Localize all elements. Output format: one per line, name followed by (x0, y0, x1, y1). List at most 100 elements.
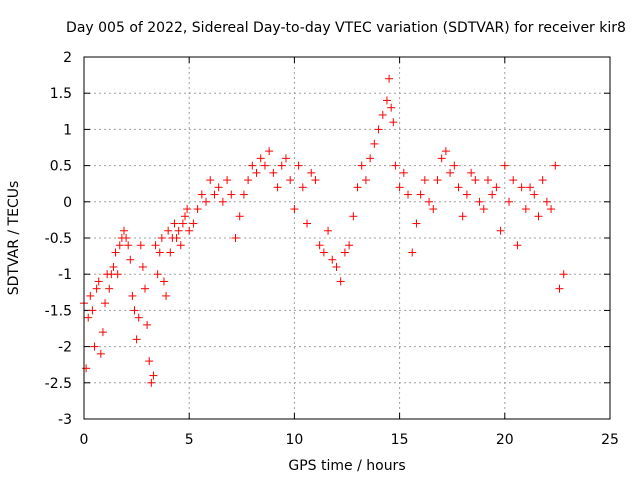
data-point (559, 270, 568, 279)
data-point (332, 262, 341, 271)
x-tick-label: 25 (601, 432, 619, 448)
data-point (239, 190, 248, 199)
x-axis-label: GPS time / hours (288, 458, 405, 474)
data-point (542, 197, 551, 206)
data-point (298, 183, 307, 192)
data-point (391, 161, 400, 170)
data-point (336, 277, 345, 286)
data-point (90, 342, 99, 351)
data-point (244, 176, 253, 185)
data-point (450, 161, 459, 170)
data-point (509, 176, 518, 185)
data-point (530, 190, 539, 199)
data-point (223, 176, 232, 185)
y-axis-label: SDTVAR / TECUs (6, 181, 22, 296)
data-point (281, 154, 290, 163)
data-point (425, 197, 434, 206)
data-point (420, 176, 429, 185)
data-point (315, 241, 324, 250)
data-point (555, 284, 564, 293)
data-point (340, 248, 349, 257)
data-point (303, 219, 312, 228)
data-point (94, 277, 103, 286)
data-point (109, 262, 118, 271)
data-point (256, 154, 265, 163)
y-tick-label: -3 (58, 412, 72, 428)
data-point (479, 205, 488, 214)
data-point (172, 234, 181, 242)
data-point (551, 161, 560, 170)
data-point (214, 183, 223, 192)
data-point (210, 190, 219, 199)
data-point (408, 248, 417, 257)
data-points (80, 74, 568, 387)
data-point (521, 205, 530, 214)
data-point (260, 161, 269, 170)
data-point (119, 226, 128, 235)
x-tick-label: 0 (80, 432, 89, 448)
data-point (294, 161, 303, 170)
data-point (311, 176, 320, 185)
data-point (170, 219, 179, 228)
data-point (404, 190, 413, 199)
data-point (538, 176, 547, 185)
plot-frame (83, 56, 611, 420)
y-tick-label: -2 (58, 340, 72, 356)
data-point (157, 234, 166, 242)
data-point (101, 299, 110, 308)
data-point (286, 176, 295, 185)
data-point (361, 176, 370, 185)
data-point (235, 212, 244, 221)
data-point (153, 270, 162, 279)
data-point (505, 197, 514, 206)
data-point (269, 168, 278, 177)
data-point (534, 212, 543, 221)
data-point (141, 284, 150, 293)
data-point (492, 183, 501, 192)
data-point (273, 183, 282, 192)
data-point (462, 190, 471, 199)
y-tick-label: -1.5 (45, 303, 72, 319)
data-point (84, 313, 93, 322)
data-point (290, 205, 299, 214)
data-point (471, 176, 480, 185)
y-tick-label: 0.5 (50, 159, 72, 175)
data-point (357, 161, 366, 170)
data-point (395, 183, 404, 192)
data-point (111, 248, 120, 257)
data-point (328, 255, 337, 264)
data-point (115, 241, 124, 250)
data-point (162, 291, 171, 300)
data-point (353, 183, 362, 192)
gridlines (84, 57, 610, 419)
data-point (441, 147, 450, 156)
y-tick-label: -0.5 (45, 231, 72, 247)
data-point (496, 226, 505, 235)
data-point (176, 241, 185, 250)
data-point (113, 270, 122, 279)
data-point (500, 161, 509, 170)
data-point (145, 357, 154, 366)
data-point (475, 197, 484, 206)
data-point (124, 241, 133, 250)
data-point (86, 291, 95, 300)
data-point (147, 378, 156, 387)
data-point (252, 168, 261, 177)
x-tick-label: 10 (285, 432, 303, 448)
data-point (488, 190, 497, 199)
axis-ticks: -3-2.5-2-1.5-1-0.500.511.520 5 10 15 20 25 (45, 50, 619, 448)
data-point (183, 205, 192, 214)
y-tick-label: 1 (63, 122, 72, 138)
data-point (265, 147, 274, 156)
data-point (319, 248, 328, 257)
data-point (206, 176, 215, 185)
data-point (130, 306, 139, 315)
data-point (128, 291, 137, 300)
data-point (155, 248, 164, 257)
data-point (324, 226, 333, 235)
data-point (134, 313, 143, 322)
data-point (433, 176, 442, 185)
data-point (454, 183, 463, 192)
data-point (458, 212, 467, 221)
